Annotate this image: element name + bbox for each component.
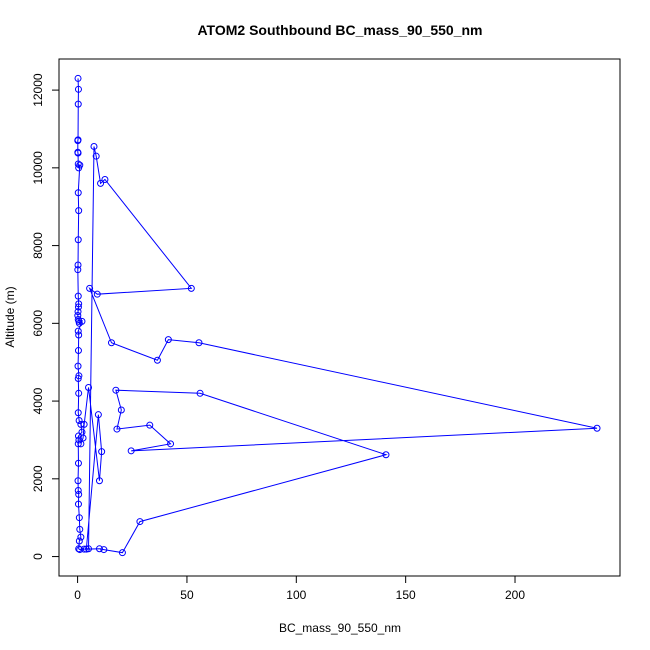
- y-axis-label: Altitude (m): [3, 286, 17, 347]
- data-point: [74, 100, 82, 108]
- y-tick-label: 0: [31, 553, 45, 560]
- data-point: [76, 525, 84, 533]
- x-axis: 0 50 100 150 200: [74, 575, 525, 602]
- data-point: [74, 74, 82, 82]
- data-point: [75, 389, 83, 397]
- data-point: [74, 362, 82, 370]
- x-axis-label: BC_mass_90_550_nm: [279, 621, 401, 635]
- data-point: [164, 336, 172, 344]
- data-point: [74, 85, 82, 93]
- x-tick-label: 100: [286, 588, 306, 602]
- data-point: [75, 417, 83, 425]
- data-point: [78, 317, 86, 325]
- y-tick-label: 8000: [31, 232, 45, 259]
- data-point: [77, 440, 85, 448]
- data-point: [80, 420, 88, 428]
- x-tick-label: 200: [505, 588, 525, 602]
- data-point: [75, 372, 83, 380]
- data-point: [75, 514, 83, 522]
- data-point: [100, 546, 108, 554]
- data-point: [74, 189, 82, 197]
- data-point: [93, 290, 101, 298]
- data-point: [196, 389, 204, 397]
- data-point: [153, 356, 161, 364]
- y-tick-label: 10000: [31, 151, 45, 185]
- y-tick-label: 12000: [31, 73, 45, 107]
- data-point: [74, 432, 82, 440]
- x-tick-label: 0: [74, 588, 81, 602]
- data-point: [74, 409, 82, 417]
- data-point: [90, 142, 98, 150]
- data-point: [74, 500, 82, 508]
- series-lines: [77, 78, 598, 554]
- data-point: [74, 347, 82, 355]
- data-point: [74, 327, 82, 335]
- series-line: [77, 78, 598, 554]
- data-point: [74, 486, 82, 494]
- data-point: [146, 421, 154, 429]
- data-point: [74, 459, 82, 467]
- data-point: [117, 406, 125, 414]
- data-point: [82, 545, 90, 553]
- y-tick-label: 2000: [31, 465, 45, 492]
- data-point: [195, 339, 203, 347]
- x-tick-label: 50: [180, 588, 194, 602]
- data-point: [187, 284, 195, 292]
- y-axis: 0 2000 4000 6000 8000 10000 12000: [31, 73, 59, 560]
- data-point: [136, 518, 144, 526]
- data-point: [95, 545, 103, 553]
- data-point: [95, 477, 103, 485]
- data-point: [85, 383, 93, 391]
- data-point: [75, 300, 83, 308]
- data-point: [112, 386, 120, 394]
- data-point: [593, 424, 601, 432]
- data-point: [75, 490, 83, 498]
- data-point: [74, 440, 82, 448]
- data-point: [76, 161, 84, 169]
- data-point: [74, 160, 82, 168]
- data-point: [98, 448, 106, 456]
- data-point: [127, 447, 135, 455]
- chart-title: ATOM2 Southbound BC_mass_90_550_nm: [197, 22, 482, 38]
- data-point: [74, 292, 82, 300]
- data-point: [77, 533, 85, 541]
- data-point: [77, 420, 85, 428]
- data-point: [80, 545, 88, 553]
- data-point: [92, 152, 100, 160]
- data-point: [118, 549, 126, 557]
- data-point: [107, 339, 115, 347]
- data-point: [76, 546, 84, 554]
- data-point: [167, 440, 175, 448]
- data-point: [74, 308, 82, 316]
- data-point: [74, 375, 82, 383]
- data-point: [75, 207, 83, 215]
- plot-frame: [58, 58, 621, 577]
- data-point: [74, 477, 82, 485]
- data-point: [94, 411, 102, 419]
- data-point: [75, 537, 83, 545]
- data-point: [113, 425, 121, 433]
- data-point: [74, 303, 82, 311]
- data-point: [101, 176, 109, 184]
- series-points: [74, 74, 601, 557]
- y-tick-label: 6000: [31, 310, 45, 337]
- data-point: [79, 434, 87, 442]
- data-point: [86, 284, 94, 292]
- data-point: [74, 261, 82, 269]
- data-point: [74, 236, 82, 244]
- data-point: [75, 436, 83, 444]
- data-point: [382, 451, 390, 459]
- x-tick-label: 150: [396, 588, 416, 602]
- y-tick-label: 4000: [31, 387, 45, 414]
- data-point: [97, 179, 105, 187]
- data-point: [75, 545, 83, 553]
- data-point: [74, 137, 82, 145]
- data-point: [74, 149, 82, 157]
- data-point: [75, 331, 83, 339]
- data-point: [74, 266, 82, 274]
